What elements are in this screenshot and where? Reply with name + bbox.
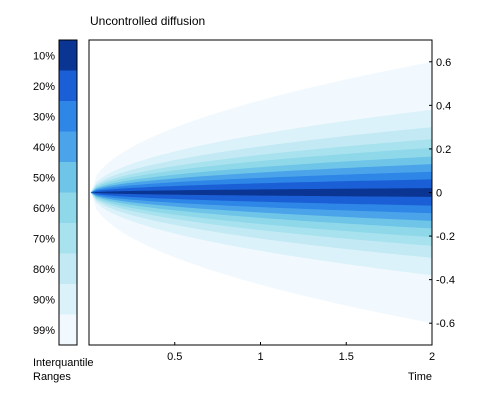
legend-label: 70%	[33, 233, 55, 245]
legend-label: 20%	[33, 81, 55, 93]
chart-title: Uncontrolled diffusion	[90, 14, 205, 28]
y-tick-label: 0.4	[436, 100, 451, 112]
legend-swatch	[59, 70, 77, 101]
band-10pct	[90, 188, 432, 197]
legend-swatch	[59, 192, 77, 223]
legend-frame	[58, 39, 78, 346]
legend-swatch	[59, 223, 77, 254]
y-tick-label: -0.4	[436, 275, 455, 287]
legend-label: 10%	[33, 50, 55, 62]
legend-label: 90%	[33, 294, 55, 306]
legend-label: 50%	[33, 172, 55, 184]
legend-label: 99%	[33, 325, 55, 337]
legend-swatch	[59, 162, 77, 193]
legend-title-line2: Ranges	[33, 371, 71, 383]
y-ticks-group: 0.6 0.4 0.2 0 -0.2 -0.4 -0.6	[429, 57, 455, 330]
x-tick-label: 0.5	[167, 351, 182, 363]
bands-group	[90, 61, 432, 324]
x-tick-label: 2	[429, 351, 435, 363]
legend-label: 60%	[33, 203, 55, 215]
legend-swatch	[59, 131, 77, 162]
x-axis-label: Time	[408, 371, 432, 383]
x-tick-label: 1.5	[339, 351, 354, 363]
y-tick-label: 0	[436, 188, 442, 200]
legend: 10% 20% 30% 40% 50% 60% 70% 80% 90% 99%	[33, 39, 78, 346]
legend-title-line1: Interquantile	[33, 357, 94, 369]
y-tick-label: 0.2	[436, 144, 451, 156]
x-tick-label: 1	[257, 351, 263, 363]
y-tick-label: 0.6	[436, 57, 451, 69]
legend-swatch	[59, 314, 77, 345]
legend-swatch	[59, 284, 77, 315]
x-ticks-group: 0.5 1 1.5 2	[167, 342, 435, 363]
legend-label: 40%	[33, 142, 55, 154]
legend-label: 30%	[33, 111, 55, 123]
legend-label: 80%	[33, 264, 55, 276]
legend-swatch	[59, 253, 77, 284]
y-tick-label: -0.2	[436, 231, 455, 243]
legend-swatch	[59, 101, 77, 132]
legend-swatch	[59, 40, 77, 71]
y-tick-label: -0.6	[436, 318, 455, 330]
